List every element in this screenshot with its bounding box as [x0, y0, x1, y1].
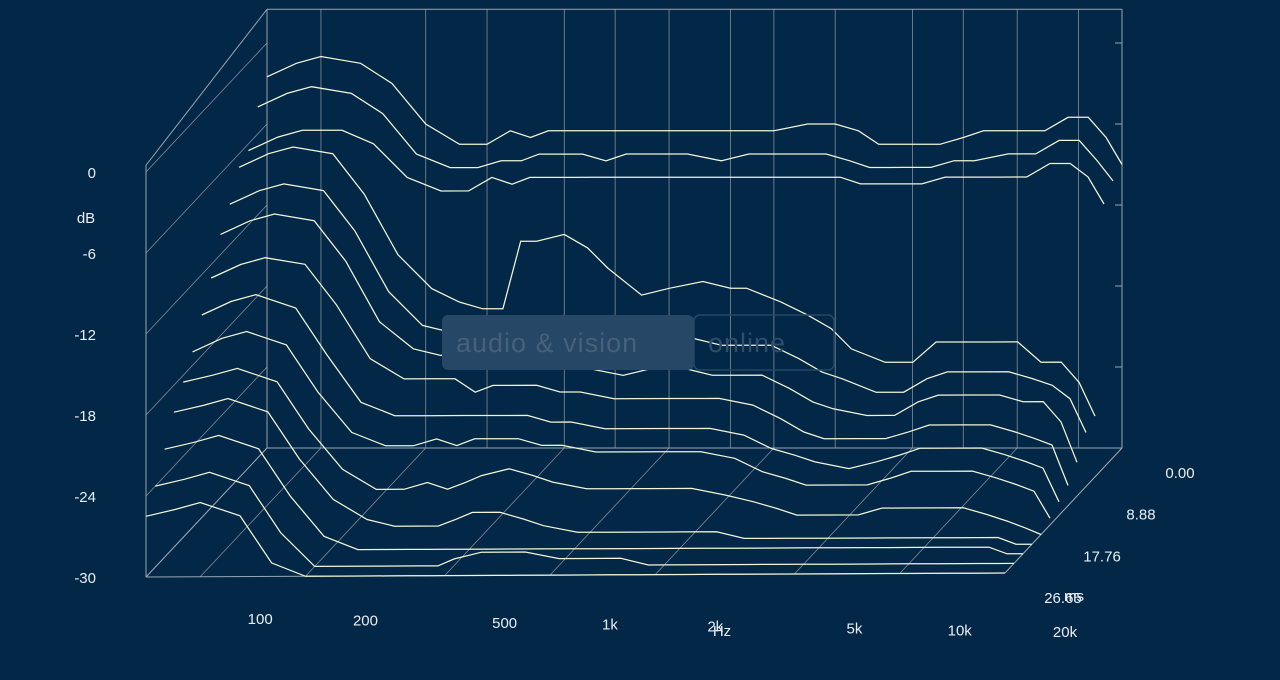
x-tick-label: 100: [248, 611, 273, 628]
z-unit-label: ms: [1064, 588, 1084, 605]
axis-edge: [145, 447, 268, 578]
side-wall-grid-line: [145, 42, 268, 173]
x-tick-label: 200: [353, 613, 378, 630]
decay-curve: [155, 471, 1015, 568]
y-tick-label: -30: [74, 570, 96, 587]
floor-grid-line: [549, 447, 670, 576]
x-tick-label: 1k: [602, 617, 618, 634]
decay-curve: [238, 146, 1096, 417]
x-tick-label: 5k: [846, 621, 862, 638]
x-tick-label: 500: [492, 615, 517, 632]
side-wall-grid-line: [145, 123, 268, 254]
decay-curve: [210, 257, 1069, 486]
decay-curve: [145, 501, 1006, 577]
floor-grid-line: [305, 447, 427, 577]
y-tick-label: -12: [74, 327, 96, 344]
axis-frame: [145, 8, 1123, 578]
floor-grid-line: [654, 447, 775, 575]
side-wall-grid-line: [145, 366, 268, 497]
decay-curve: [164, 434, 1023, 555]
floor-grid-line: [444, 447, 565, 576]
watermark: audio & vision online: [442, 314, 835, 371]
decay-curve: [173, 397, 1032, 545]
y-unit-label: dB: [77, 210, 95, 227]
floor-grid-line: [794, 447, 913, 575]
y-tick-label: -6: [83, 246, 96, 263]
y-tick-label: -18: [74, 408, 96, 425]
x-tick-label: 10k: [948, 622, 973, 639]
axis-labels: dB Hz ms 0 -6 -12 -18 -24 -30 100 200 500 1k 2k 5k 1…: [74, 165, 1194, 641]
watermark-right-text: online: [708, 328, 786, 358]
z-tick-label: 17.76: [1083, 548, 1121, 565]
decay-curve: [257, 86, 1114, 182]
decay-curve: [248, 129, 1105, 205]
side-wall-grid-line: [145, 285, 268, 416]
floor-grid-line: [899, 447, 1018, 574]
side-wall-grid-line: [145, 204, 268, 335]
z-tick-label: 8.88: [1126, 507, 1155, 524]
decay-curve: [183, 367, 1042, 536]
x-tick-label: 20k: [1053, 624, 1078, 641]
z-tick-label: 26.65: [1044, 590, 1082, 607]
x-unit-label: Hz: [713, 623, 731, 640]
decay-curve: [201, 293, 1060, 503]
floor-grid-line: [199, 447, 322, 578]
decay-curve: [266, 55, 1123, 165]
x-tick-label: 2k: [707, 618, 723, 635]
axis-edge: [145, 8, 268, 166]
y-tick-label: -24: [74, 489, 96, 506]
decay-curve: [192, 330, 1051, 519]
grid-lines: [145, 9, 1123, 578]
z-tick-label: 0.00: [1165, 465, 1194, 482]
watermark-left-box: [442, 315, 694, 370]
watermark-right-box: [693, 314, 835, 371]
axis-edge: [1004, 447, 1123, 574]
watermark-left-text: audio & vision: [456, 328, 638, 358]
y-tick-label: 0: [88, 165, 96, 182]
